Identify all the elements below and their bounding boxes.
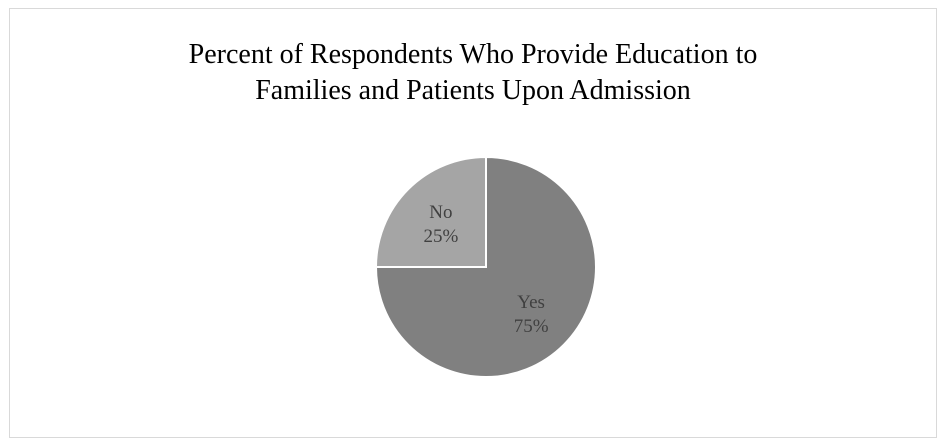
chart-title: Percent of Respondents Who Provide Educa… [10, 37, 936, 109]
pie-slice-no [374, 155, 487, 268]
slice-value-label-no: 25% [423, 226, 458, 247]
slice-value-label-yes: 75% [514, 316, 549, 337]
slice-label-yes: Yes [517, 292, 545, 313]
pie-chart: Yes 75% No 25% [374, 155, 597, 378]
chart-title-line-1: Percent of Respondents Who Provide Educa… [188, 39, 758, 70]
chart-title-line-2: Families and Patients Upon Admission [255, 75, 691, 106]
chart-area: Percent of Respondents Who Provide Educa… [9, 8, 937, 438]
slice-label-no: No [429, 202, 452, 223]
